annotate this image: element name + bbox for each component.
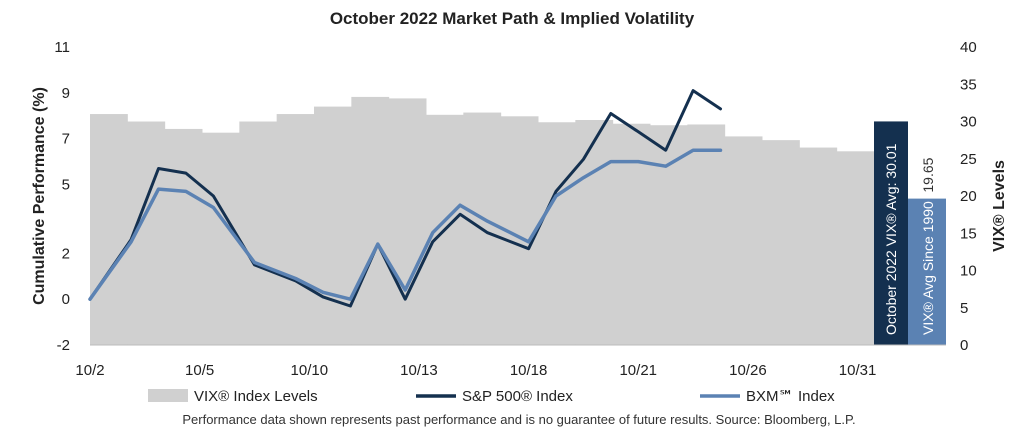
y2-tick-label: 15 — [960, 225, 977, 242]
vix-bar — [351, 96, 390, 345]
x-tick-label: 10/21 — [619, 362, 657, 379]
chart-title: October 2022 Market Path & Implied Volat… — [330, 9, 695, 28]
legend-label: VIX® Index Levels — [194, 388, 318, 405]
vix-bar — [538, 122, 576, 346]
y-axis-title: Cumulative Performance (%) — [31, 87, 48, 305]
y-axis-left: -2 0 2 5 7 9 11 — [54, 39, 70, 354]
y2-tick-label: 35 — [960, 76, 977, 93]
y2-tick-label: 40 — [960, 39, 977, 56]
y2-tick-label: 10 — [960, 263, 977, 280]
x-tick-label: 10/2 — [75, 362, 104, 379]
vix-bar — [239, 121, 278, 345]
x-tick-label: 10/31 — [839, 362, 877, 379]
reference-bar-since-1990 — [908, 198, 946, 345]
y2-tick-label: 20 — [960, 188, 977, 205]
vix-bar — [612, 123, 651, 345]
y-tick-label: 7 — [62, 131, 70, 148]
legend: VIX® Index Levels S&P 500® Index BXM℠ Inde… — [148, 388, 835, 405]
y2-axis-title: VIX® Levels — [991, 160, 1008, 252]
x-tick-label: 10/10 — [291, 362, 329, 379]
y2-tick-label: 0 — [960, 337, 968, 354]
x-tick-label: 10/13 — [400, 362, 438, 379]
vix-bar — [762, 140, 800, 345]
y2-tick-label: 30 — [960, 114, 977, 131]
vix-bar — [836, 151, 875, 345]
vix-bar — [90, 114, 128, 345]
x-tick-label: 10/18 — [510, 362, 548, 379]
y-tick-label: 2 — [62, 245, 70, 262]
y-tick-label: 9 — [62, 85, 70, 102]
vix-bar — [314, 106, 352, 345]
x-tick-label: 10/5 — [185, 362, 214, 379]
reference-bar-since-1990-value: 19.65 — [920, 157, 936, 192]
vix-bar — [202, 132, 240, 345]
footnote: Performance data shown represents past p… — [182, 412, 855, 427]
vix-bar — [575, 120, 614, 345]
y-tick-label: -2 — [57, 337, 70, 354]
vix-bar — [164, 128, 203, 345]
sp500-line — [88, 89, 722, 308]
vix-bar — [650, 125, 688, 345]
y-tick-label: 11 — [54, 39, 70, 56]
vix-bar — [799, 147, 838, 345]
legend-label: S&P 500® Index — [462, 388, 573, 405]
reference-bar-since-1990-label: VIX® Avg Since 1990 — [920, 201, 936, 335]
legend-label: BXM℠ Index — [746, 388, 835, 405]
vix-bar — [388, 98, 427, 345]
y-tick-label: 5 — [62, 177, 70, 194]
vix-bars — [90, 96, 875, 346]
vix-bar — [276, 114, 315, 345]
reference-bar-october-avg-label: October 2022 VIX® Avg: 30.01 — [883, 143, 899, 335]
bxm-line — [88, 148, 723, 301]
reference-bar-october-avg — [874, 121, 908, 345]
x-axis: 10/2 10/5 10/10 10/13 10/18 10/21 10/26 10/31 — [75, 362, 876, 379]
y2-tick-label: 25 — [960, 151, 977, 168]
y-axis-right: 0 5 10 15 20 25 30 35 40 — [960, 39, 977, 354]
vix-bar — [724, 136, 763, 345]
vix-bar — [687, 124, 726, 345]
y-tick-label: 0 — [62, 291, 70, 308]
x-tick-label: 10/26 — [729, 362, 767, 379]
y2-tick-label: 5 — [960, 300, 968, 317]
legend-swatch-vix — [148, 389, 188, 402]
